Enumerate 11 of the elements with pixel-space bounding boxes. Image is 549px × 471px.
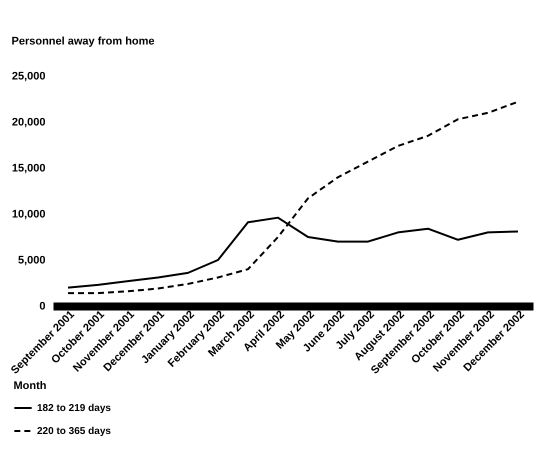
legend-label: 182 to 219 days (37, 403, 112, 414)
y-tick-label: 5,000 (18, 254, 46, 266)
y-tick-label: 0 (39, 300, 46, 312)
y-tick-label: 10,000 (12, 208, 46, 220)
x-axis-title: Month (14, 380, 47, 392)
legend-label: 220 to 365 days (37, 426, 112, 437)
line-series (67, 100, 519, 294)
y-axis-title: Personnel away from home (12, 36, 155, 48)
y-tick-label: 15,000 (12, 162, 46, 174)
y-tick-label: 20,000 (12, 116, 46, 128)
y-tick-label: 25,000 (12, 70, 46, 82)
